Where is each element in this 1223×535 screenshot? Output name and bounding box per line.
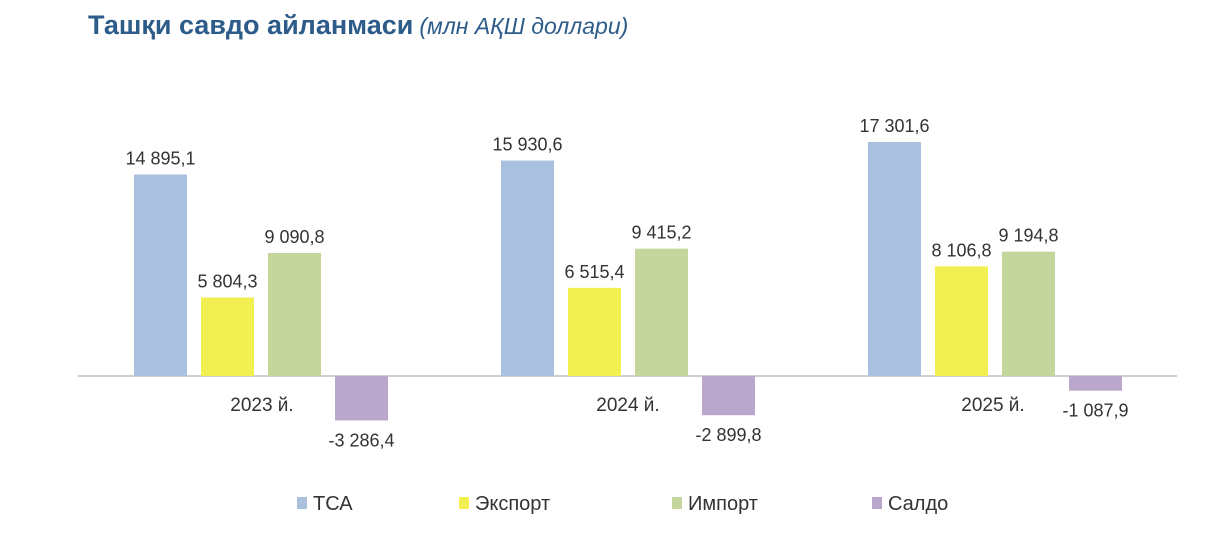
chart-subtitle: (млн АҚШ доллари) xyxy=(419,13,629,39)
bar-Экспорт xyxy=(568,287,621,376)
data-label: 6 515,4 xyxy=(564,262,624,282)
legend-label: Экспорт xyxy=(475,493,550,515)
bar-Салдо xyxy=(335,376,388,421)
data-label: 8 106,8 xyxy=(931,240,991,260)
bar-ТСА xyxy=(134,174,187,376)
legend-label: Салдо xyxy=(888,493,948,515)
bar-Салдо xyxy=(702,376,755,416)
legend-label: ТСА xyxy=(313,493,353,515)
data-label: -3 286,4 xyxy=(328,430,394,450)
legend-swatch xyxy=(672,497,682,509)
legend-swatch xyxy=(459,497,469,509)
bar-ТСА xyxy=(501,160,554,376)
data-label: 9 194,8 xyxy=(998,226,1058,246)
chart-title: Ташқи савдо айланмаси xyxy=(88,10,414,40)
bar-ТСА xyxy=(868,142,921,376)
bar-Импорт xyxy=(268,253,321,376)
bar-Экспорт xyxy=(201,297,254,376)
data-label: 15 930,6 xyxy=(492,135,562,155)
data-label: 17 301,6 xyxy=(859,116,929,136)
bar-Импорт xyxy=(1002,251,1055,376)
data-label: 5 804,3 xyxy=(197,271,257,291)
legend-swatch xyxy=(872,497,882,509)
legend-swatch xyxy=(297,497,307,509)
bar-Импорт xyxy=(635,248,688,376)
data-label: 14 895,1 xyxy=(125,149,195,169)
legend-label: Импорт xyxy=(688,493,758,515)
data-label: 9 415,2 xyxy=(631,223,691,243)
x-tick-label: 2024 й. xyxy=(596,395,659,416)
x-tick-label: 2023 й. xyxy=(230,395,293,416)
x-tick-label: 2025 й. xyxy=(961,395,1024,416)
bar-Салдо xyxy=(1069,376,1122,391)
chart-title-block: Ташқи савдо айланмаси (млн АҚШ доллари) xyxy=(88,10,628,41)
data-label: -1 087,9 xyxy=(1062,401,1128,421)
data-label: -2 899,8 xyxy=(695,425,761,445)
data-label: 9 090,8 xyxy=(264,227,324,247)
bar-Экспорт xyxy=(935,266,988,376)
